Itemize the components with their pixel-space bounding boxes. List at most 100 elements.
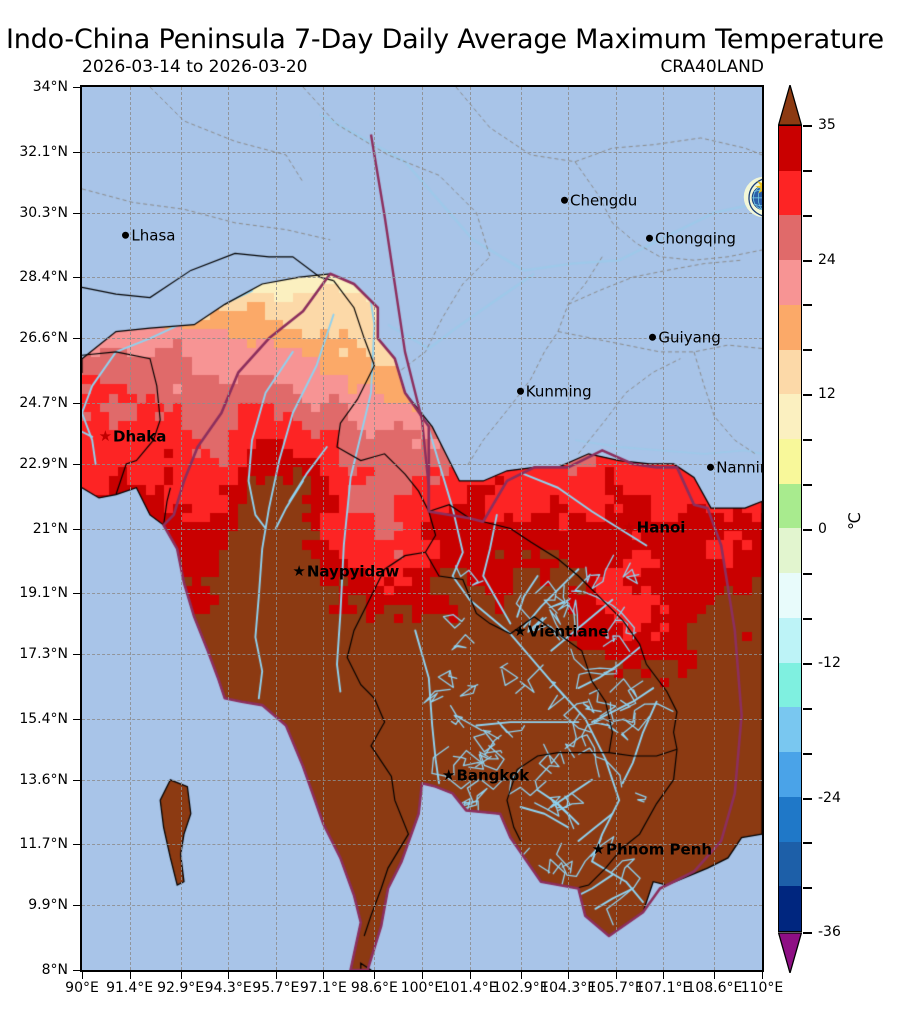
y-axis-tick-label: 13.6°N: [19, 771, 68, 788]
colorbar-tick-label: -36: [818, 924, 841, 940]
colorbar-tick-label: 12: [818, 386, 836, 402]
x-axis-tick-label: 91.4°E: [106, 980, 154, 996]
colorbar-segment: [779, 573, 801, 618]
y-axis-tick: [73, 277, 80, 279]
colorbar-tick: [803, 304, 812, 307]
x-axis-tick: [180, 972, 182, 979]
colorbar-segment: [779, 304, 801, 350]
colorbar-tick: [803, 214, 812, 217]
logo-group: 中国气: [742, 175, 762, 221]
y-axis-tick: [73, 844, 80, 846]
x-axis-tick: [82, 972, 83, 979]
x-axis-tick-label: 104.3°E: [540, 980, 597, 996]
colorbar-segment: [779, 439, 801, 484]
colorbar-tick: [803, 932, 812, 934]
page-title: Indo-China Peninsula 7-Day Daily Average…: [6, 24, 884, 55]
x-axis-tick: [323, 972, 325, 979]
map-plot-area: Lhasa Chengdu Chongqing Guiyang Kunming Nanni…: [80, 85, 764, 972]
colorbar-segment: [779, 796, 801, 842]
y-axis-tick: [73, 905, 80, 907]
colorbar-tick: [803, 663, 812, 665]
y-axis-tick-label: 9.9°N: [28, 897, 68, 914]
y-axis-tick-label: 19.1°N: [19, 585, 68, 602]
colorbar-segment: [779, 170, 801, 216]
colorbar-segment: [779, 886, 801, 931]
x-axis-tick: [469, 972, 471, 979]
colorbar-segment: [779, 617, 801, 663]
colorbar-segment: [779, 215, 801, 261]
x-axis-tick: [663, 972, 665, 979]
y-axis-tick-label: 28.4°N: [19, 269, 68, 286]
x-axis-tick-label: 105.7°E: [587, 980, 644, 996]
colorbar-tick: [803, 842, 812, 845]
x-axis-tick-label: 107.1°E: [635, 980, 692, 996]
y-axis-tick: [73, 718, 80, 720]
colorbar-tick-label: -24: [818, 789, 841, 806]
y-axis-tick: [73, 528, 80, 530]
colorbar-segment: [779, 528, 801, 574]
y-axis-tick-label: 21°N: [32, 520, 68, 537]
colorbar-min-arrow: [778, 932, 802, 973]
x-axis-tick: [568, 972, 570, 979]
y-axis-tick: [73, 212, 80, 214]
y-axis-tick-label: 26.6°N: [19, 330, 68, 347]
y-axis-tick: [73, 970, 80, 971]
colorbar-segment: [779, 260, 801, 305]
y-axis-tick-label: 30.3°N: [19, 204, 68, 221]
x-axis-tick: [129, 972, 131, 979]
x-axis-tick-label: 101.4°E: [441, 980, 498, 996]
colorbar: [778, 85, 802, 973]
colorbar-tick: [803, 483, 812, 486]
colorbar-tick: [803, 573, 812, 576]
colorbar-tick: [803, 887, 812, 890]
colorbar-tick-label: 24: [818, 251, 836, 268]
colorbar-unit-label: ℃: [845, 512, 864, 530]
y-axis-tick-label: 32.1°N: [19, 143, 68, 160]
y-axis-tick-label: 34°N: [32, 79, 68, 95]
colorbar-tick-label: 35: [818, 117, 836, 133]
colorbar-tick: [803, 797, 812, 800]
x-axis-tick-label: 95.7°E: [252, 980, 300, 996]
colorbar-tick: [803, 349, 812, 352]
y-axis-tick-label: 17.3°N: [19, 646, 68, 663]
y-axis-tick: [73, 151, 80, 153]
x-axis-tick: [228, 972, 230, 979]
y-axis-tick-label: 8°N: [41, 962, 68, 978]
colorbar-segment: [779, 349, 801, 395]
y-axis-tick: [73, 654, 80, 656]
x-axis-tick-label: 98.6°E: [350, 980, 398, 996]
y-axis-tick: [73, 338, 80, 340]
colorbar-tick: [803, 618, 812, 621]
colorbar-tick: [803, 169, 812, 172]
colorbar-tick: [803, 125, 812, 127]
colorbar-segment: [779, 707, 801, 753]
wmo-logo: [743, 176, 762, 218]
colorbar-segment: [779, 841, 801, 887]
colorbar-segment: [779, 126, 801, 171]
y-axis-tick: [73, 87, 80, 88]
x-axis-tick: [762, 972, 763, 979]
x-axis-tick-label: 102.9°E: [492, 980, 549, 996]
x-axis-tick: [275, 972, 277, 979]
x-axis-tick-label: 110°E: [740, 980, 784, 996]
y-axis-tick: [73, 779, 80, 781]
dataset-label: CRA40LAND: [660, 57, 764, 77]
y-axis-tick: [73, 402, 80, 404]
date-range-label: 2026-03-14 to 2026-03-20: [82, 57, 308, 77]
y-axis-tick-label: 11.7°N: [19, 836, 68, 853]
x-axis-tick-label: 108.6°E: [686, 980, 743, 996]
colorbar-segment: [779, 483, 801, 529]
x-axis-tick: [615, 972, 617, 979]
colorbar-segment: [779, 662, 801, 708]
colorbar-max-arrow: [778, 85, 802, 126]
y-axis-tick: [73, 593, 80, 595]
x-axis-tick-label: 100°E: [400, 980, 444, 996]
x-axis-tick: [714, 972, 716, 979]
colorbar-tick-label: -12: [818, 655, 841, 671]
colorbar-tick: [803, 438, 812, 441]
y-axis-tick-label: 24.7°N: [19, 394, 68, 411]
colorbar-gradient: [778, 125, 802, 932]
colorbar-tick: [803, 259, 812, 262]
colorbar-segment: [779, 394, 801, 440]
colorbar-segment: [779, 752, 801, 797]
